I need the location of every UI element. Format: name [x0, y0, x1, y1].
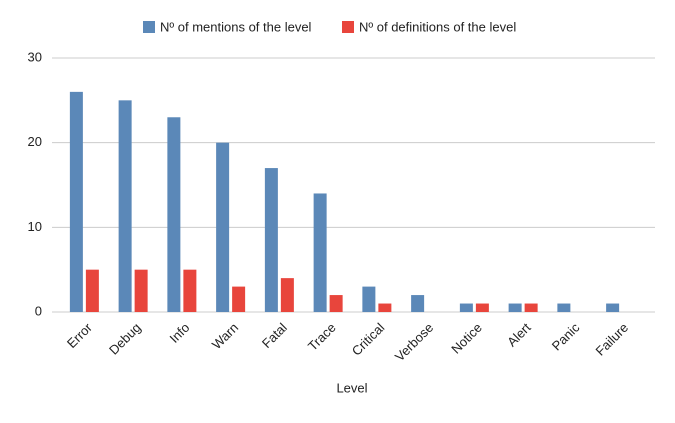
bar [264, 168, 278, 312]
bar [378, 303, 392, 312]
bar [329, 295, 343, 312]
x-tick-label: Panic [549, 320, 583, 354]
bar [118, 100, 132, 312]
bar [280, 278, 294, 312]
y-tick-label: 10 [28, 219, 42, 234]
bar [216, 142, 230, 312]
x-axis-label: Level [336, 380, 367, 395]
bar [557, 303, 571, 312]
legend-swatch [342, 21, 354, 33]
bar [411, 295, 425, 312]
bar [167, 117, 181, 313]
y-tick-label: 0 [35, 303, 42, 318]
x-tick-label: Fatal [259, 320, 290, 351]
bar [85, 269, 99, 312]
bar [459, 303, 473, 312]
x-tick-label: Critical [349, 320, 388, 359]
bar [524, 303, 538, 312]
x-tick-label: Info [166, 320, 192, 346]
x-tick-label: Alert [504, 320, 534, 350]
x-tick-label: Failure [592, 320, 631, 359]
y-tick-label: 20 [28, 134, 42, 149]
x-tick-label: Trace [305, 320, 339, 354]
legend-label: Nº of definitions of the level [359, 19, 516, 34]
bar [362, 286, 376, 312]
x-tick-label: Notice [448, 320, 485, 357]
legend-swatch [143, 21, 155, 33]
bar [183, 269, 197, 312]
bar [69, 91, 83, 312]
legend-label: Nº of mentions of the level [160, 19, 312, 34]
bar [508, 303, 522, 312]
bar [475, 303, 489, 312]
bar [313, 193, 327, 312]
bar [232, 286, 246, 312]
x-tick-label: Debug [106, 320, 144, 358]
x-tick-label: Verbose [392, 320, 436, 364]
x-tick-label: Warn [209, 320, 241, 352]
x-tick-label: Error [64, 319, 96, 351]
y-tick-label: 30 [28, 49, 42, 64]
bar [606, 303, 620, 312]
bar [134, 269, 148, 312]
